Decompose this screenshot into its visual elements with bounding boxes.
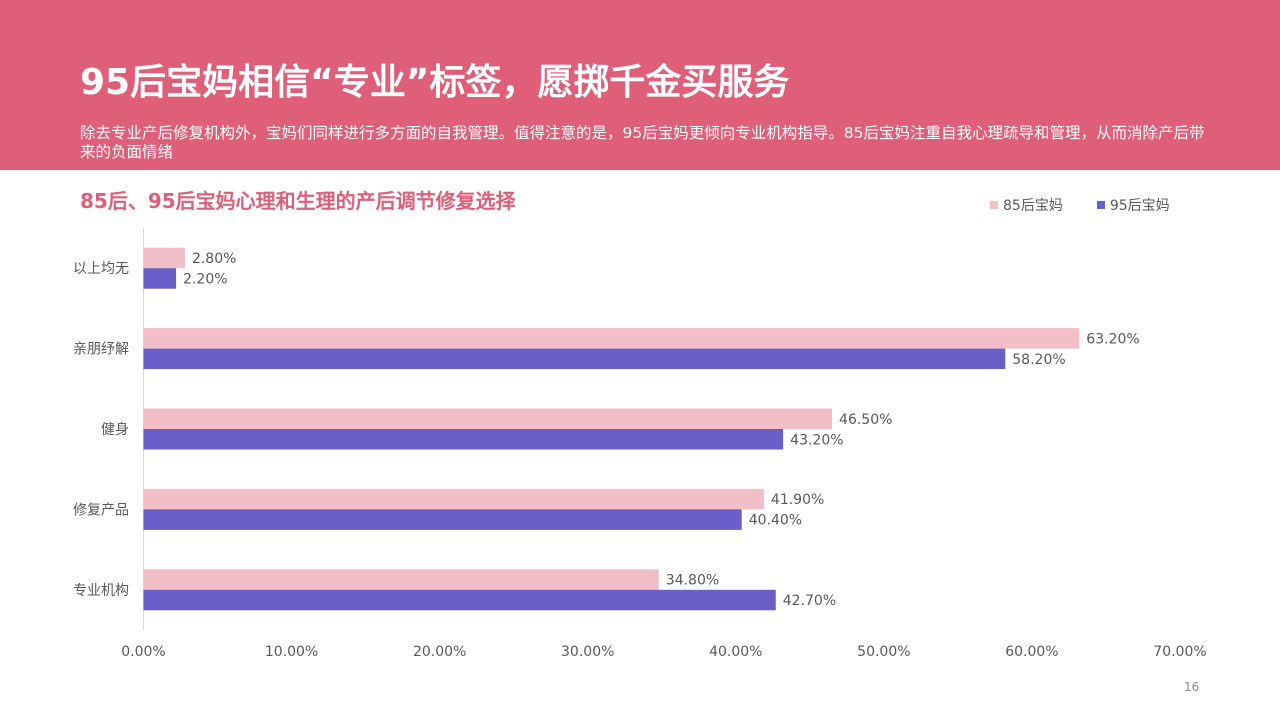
bar-95	[143, 268, 177, 289]
data-label: 34.80%	[666, 573, 719, 589]
x-tick-label: 0.00%	[121, 644, 165, 660]
x-tick-label: 30.00%	[561, 644, 614, 660]
legend-swatch-95	[1096, 201, 1105, 209]
data-label: 63.20%	[1086, 331, 1139, 347]
chart-legend: 85后宝妈 95后宝妈	[990, 194, 1170, 216]
x-tick-label: 50.00%	[857, 644, 910, 660]
header-banner	[0, 0, 1280, 170]
data-label: 42.70%	[783, 593, 836, 609]
data-label: 40.40%	[749, 513, 802, 529]
x-tick-label: 60.00%	[1005, 644, 1058, 660]
data-label: 41.90%	[771, 492, 824, 508]
legend-label-85: 85后宝妈	[1003, 198, 1063, 214]
data-label: 2.20%	[183, 271, 227, 287]
bar-85	[143, 488, 764, 510]
legend-item-85: 85后宝妈	[990, 195, 1063, 215]
x-tick-label: 10.00%	[265, 644, 318, 660]
data-label: 58.20%	[1012, 352, 1065, 368]
data-label: 43.20%	[790, 432, 843, 448]
x-tick-label: 20.00%	[413, 644, 466, 660]
category-label: 健身	[101, 422, 129, 438]
bar-95	[143, 348, 1006, 370]
legend-item-95: 95后宝妈	[1096, 195, 1170, 215]
legend-label-95: 95后宝妈	[1109, 198, 1170, 214]
data-label: 2.80%	[192, 251, 236, 267]
bar-85	[143, 328, 1080, 349]
x-tick-label: 40.00%	[709, 644, 762, 660]
page-description: 除去专业产后修复机构外，宝妈们同样进行多方面的自我管理。值得注意的是，95后宝妈…	[80, 124, 1205, 161]
category-label: 专业机构	[73, 583, 129, 599]
category-label: 修复产品	[73, 501, 129, 518]
category-label: 亲朋纾解	[73, 342, 129, 358]
page-number: 16	[1184, 680, 1200, 694]
bar-85	[143, 247, 185, 269]
chart-title: 85后、95后宝妈心理和生理的产后调节修复选择	[80, 189, 516, 213]
legend-swatch-85	[990, 201, 998, 209]
data-label: 46.50%	[839, 412, 892, 428]
bar-85	[143, 569, 659, 590]
category-label: 以上均无	[73, 261, 129, 277]
bar-95	[143, 589, 776, 611]
bar-95	[143, 509, 742, 530]
bar-85	[143, 408, 833, 429]
bar-95	[143, 429, 784, 450]
x-tick-label: 70.00%	[1153, 644, 1206, 660]
page-title: 95后宝妈相信“专业”标签，愿掷千金买服务	[80, 62, 790, 103]
